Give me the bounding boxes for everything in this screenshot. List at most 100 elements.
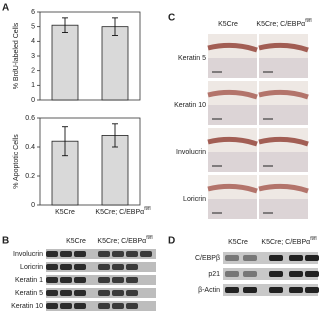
blot-band [305,287,319,293]
y-tick-label: 5 [31,24,35,31]
micrograph-lower [208,105,257,125]
blot-band [289,271,303,277]
column-label: K5Cre; C/EBPαfl/fl [256,18,311,28]
blot-band [305,271,319,277]
blot-band [269,271,283,277]
y-tick-label: 3 [31,53,35,60]
blot-band [289,287,303,293]
blot-band [60,290,72,296]
y-tick-label: 2 [31,68,35,75]
column-label-main: K5Cre [66,238,86,245]
blot-band [140,251,152,257]
y-tick-label: 0.6 [25,115,35,122]
blot-band [243,255,257,261]
blot-band [98,251,110,257]
x-tick-label: K5Cre [55,209,75,216]
blot-band [269,255,283,261]
blot-band [126,251,138,257]
blot-band [112,290,124,296]
micrograph-lower [259,152,308,172]
column-label: K5Cre; C/EBPαfl/fl [261,236,316,246]
column-label-main: K5Cre; C/EBPα [256,21,305,28]
blot-band [98,303,110,309]
blot-band [74,264,86,270]
column-label-sup: fl/fl [146,235,152,241]
blot-band [305,255,319,261]
stain-band [207,89,258,100]
column-label: K5Cre [218,21,238,28]
stain-band [258,89,309,100]
column-label-main: K5Cre; C/EBPα [97,238,146,245]
blot-band [112,264,124,270]
x-tick-label: K5Cre; C/EBPαfl/fl [95,206,150,216]
row-label: Keratin 10 [11,303,43,310]
y-tick-label: 0.4 [25,144,35,151]
column-label: K5Cre [228,239,248,246]
column-label-sup: fl/fl [305,18,311,24]
y-tick-label: 0 [31,97,35,104]
blot-band [60,251,72,257]
row-label: p21 [208,271,220,278]
row-label: Loricrin [183,196,206,203]
bar [51,24,79,101]
micrograph-lower [208,58,257,78]
blot-band [60,303,72,309]
column-label: K5Cre [66,238,86,245]
x-tick-label-main: K5Cre; C/EBPα [95,209,144,216]
panel-label: B [2,236,9,247]
micrograph-lower [259,105,308,125]
column-label-main: K5Cre [228,239,248,246]
blot-band [126,277,138,283]
column-label-sup: fl/fl [310,236,316,242]
stain-band [207,42,258,53]
micrograph-lower [208,199,257,219]
blot-band [243,271,257,277]
blot-band [46,303,58,309]
blot-band [74,251,86,257]
blot-band [74,303,86,309]
row-label: Loricrin [20,264,43,271]
blot-band [98,277,110,283]
y-tick-label: 0.2 [25,173,35,180]
panel-label: D [168,236,175,247]
panel-label: C [168,13,175,24]
blot-band [46,277,58,283]
micrograph-lower [208,152,257,172]
row-label: Keratin 5 [178,55,206,62]
y-axis-title: % BrdU-labeled Cells [13,22,20,89]
blot-band [98,264,110,270]
plot-frame [39,117,141,206]
blot-band [74,290,86,296]
row-label: Keratin 1 [15,277,43,284]
column-label: K5Cre; C/EBPαfl/fl [97,235,152,245]
blot-band [126,264,138,270]
x-tick-label-main: K5Cre [55,209,75,216]
blot-band [225,287,239,293]
blot-band [225,271,239,277]
stain-band [207,136,258,147]
blot-band [289,255,303,261]
y-axis-title: % Apoptotic Cells [13,134,20,189]
stain-band [258,42,309,53]
blot-band [126,290,138,296]
blot-band [60,277,72,283]
stain-band [207,183,258,194]
y-tick-label: 0 [31,202,35,209]
blot-band [269,287,283,293]
y-tick-label: 1 [31,82,35,89]
row-label: Keratin 10 [174,102,206,109]
bar [101,26,129,101]
y-tick-label: 6 [31,9,35,16]
row-label: C/EBPβ [195,255,220,262]
panel-label: A [2,3,9,14]
row-label: β-Actin [198,287,220,294]
blot-band [243,287,257,293]
blot-band [98,290,110,296]
blot-band [74,277,86,283]
blot-band [46,251,58,257]
x-tick-label-sup: fl/fl [144,206,150,212]
stain-band [258,183,309,194]
y-tick-label: 4 [31,38,35,45]
stain-band [258,136,309,147]
